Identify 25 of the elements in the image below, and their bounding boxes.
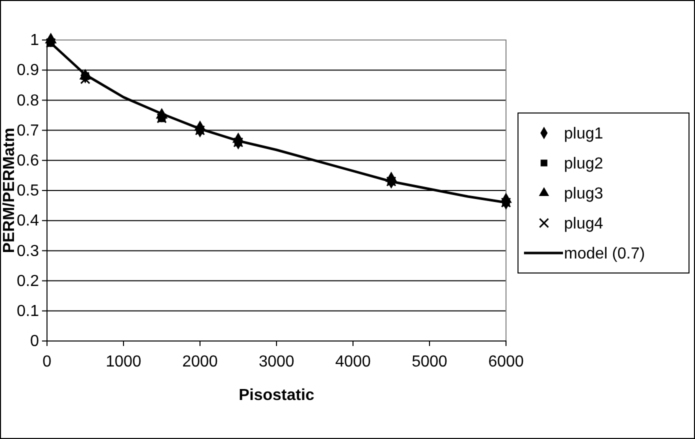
y-axis-title: PERM/PERMatm — [1, 128, 18, 254]
legend-label: plug2 — [564, 156, 604, 173]
y-tick-label: 0.9 — [16, 62, 40, 80]
x-axis-title: Pisostatic — [238, 387, 314, 404]
x-tick-label: 0 — [42, 354, 52, 371]
y-tick-label: 0.7 — [16, 122, 40, 140]
y-tick-label: 0.2 — [16, 272, 40, 290]
x-tick-label: 2000 — [182, 354, 218, 371]
y-tick-label: 0.3 — [16, 242, 40, 260]
x-tick-label: 3000 — [258, 354, 294, 371]
x-tick-label: 5000 — [412, 354, 448, 371]
legend-label: model (0.7) — [564, 246, 645, 263]
legend-label: plug1 — [564, 126, 604, 143]
legend-label: plug3 — [564, 186, 604, 203]
y-tick-label: 1 — [30, 32, 40, 50]
y-tick-label: 0.8 — [16, 92, 40, 110]
x-tick-label: 4000 — [335, 354, 371, 371]
y-tick-label: 0.5 — [16, 182, 40, 200]
legend-label: plug4 — [564, 216, 604, 233]
y-tick-label: 0.1 — [16, 303, 40, 320]
y-tick-label: 0 — [30, 333, 40, 350]
x-tick-label: 6000 — [488, 354, 524, 371]
y-tick-label: 0.4 — [16, 212, 40, 230]
y-tick-label: 0.6 — [16, 152, 40, 170]
x-tick-label: 1000 — [106, 354, 142, 371]
